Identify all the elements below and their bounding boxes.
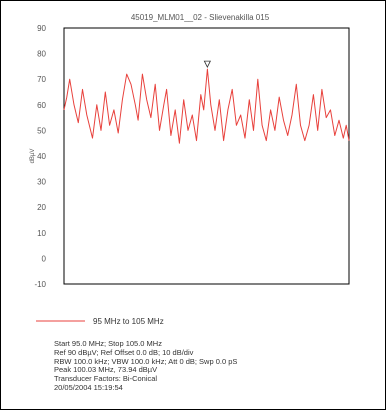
trace-line [63, 68, 350, 144]
y-tick-label: 0 [42, 254, 47, 263]
y-tick-label: 30 [37, 178, 46, 187]
y-tick-label: 40 [37, 152, 46, 161]
y-tick-label: 70 [37, 75, 46, 84]
y-axis-ticks: 90 80 70 60 50 40 30 20 10 0 -10 [34, 24, 46, 289]
trace-group [63, 60, 350, 144]
peak-marker-icon [203, 60, 212, 69]
chart-title: 45019_MLM01__02 - Slievenakilla 015 [131, 13, 270, 22]
info-bandwidth: RBW 100.0 kHz; VBW 100.0 kHz; Att 0 dB; … [54, 356, 238, 366]
y-tick-label: -10 [34, 280, 46, 289]
info-peak: Peak 100.03 MHz, 73.94 dBµV [54, 365, 158, 375]
y-tick-label: 20 [37, 203, 46, 212]
info-transducer: Transducer Factors: Bi-Conical [54, 374, 158, 384]
measurement-info: Start 95.0 MHz; Stop 105.0 MHz Ref 90 dB… [54, 339, 374, 393]
y-tick-label: 80 [37, 50, 46, 59]
info-start-stop: Start 95.0 MHz; Stop 105.0 MHz [54, 339, 162, 348]
y-tick-label: 60 [37, 101, 46, 110]
y-tick-label: 90 [37, 24, 46, 33]
y-axis-label: dBµV [30, 149, 36, 164]
plot-area [63, 27, 350, 285]
legend-entry: 95 MHz to 105 MHz [93, 317, 164, 326]
info-reference: Ref 90 dBµV; Ref Offset 0.0 dB; 10 dB/di… [54, 347, 194, 357]
info-timestamp: 20/05/2004 15:19:54 [54, 382, 123, 392]
y-tick-label: 10 [37, 229, 46, 238]
chart-svg: 45019_MLM01__02 - Slievenakilla 015 dBµV… [30, 13, 350, 326]
y-tick-label: 50 [37, 126, 46, 135]
